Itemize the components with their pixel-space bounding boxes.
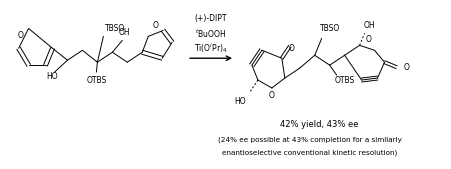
Text: OH: OH [363,21,374,30]
Text: OTBS: OTBS [334,76,354,84]
Text: TBSO: TBSO [105,24,125,33]
Text: Ti(O$^i$Pr)$_4$: Ti(O$^i$Pr)$_4$ [194,41,227,55]
Text: O: O [403,63,409,72]
Text: (+)-DIPT: (+)-DIPT [194,14,227,23]
Text: O: O [268,91,274,100]
Text: OTBS: OTBS [86,76,106,84]
Text: HO: HO [234,97,245,106]
Text: $^t$BuOOH: $^t$BuOOH [195,27,226,40]
Text: O: O [365,35,371,44]
Text: OH: OH [118,28,130,37]
Text: O: O [18,31,23,40]
Text: (24% ee possible at 43% completion for a similarly: (24% ee possible at 43% completion for a… [217,136,401,143]
Text: O: O [152,21,158,30]
Text: enantioselective conventional kinetic resolution): enantioselective conventional kinetic re… [221,149,396,156]
Text: HO: HO [46,71,58,81]
Text: 42% yield, 43% ee: 42% yield, 43% ee [280,120,358,129]
Text: TBSO: TBSO [319,24,339,33]
Text: O: O [288,44,294,53]
